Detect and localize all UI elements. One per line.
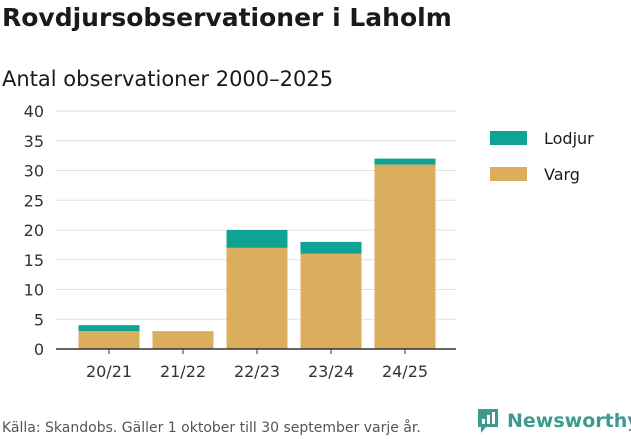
bar-varg-21-22 bbox=[152, 331, 214, 349]
x-tick-label: 22/23 bbox=[234, 362, 280, 381]
x-tick-label: 24/25 bbox=[382, 362, 428, 381]
x-tick-label: 21/22 bbox=[160, 362, 206, 381]
y-tick-label: 0 bbox=[34, 340, 44, 359]
x-tick-label: 23/24 bbox=[308, 362, 354, 381]
chart-subtitle: Antal observationer 2000–2025 bbox=[2, 67, 334, 91]
stacked-bar-chart: 0 5 10 15 20 25 30 35 40 20/21 21/22 22/23 23/24 24/… bbox=[24, 102, 595, 381]
bar-varg-24-25 bbox=[374, 164, 436, 349]
bar-varg-20-21 bbox=[78, 331, 140, 349]
bar-lodjur-24-25 bbox=[374, 158, 436, 165]
y-tick-label: 20 bbox=[24, 221, 44, 240]
brand-name: Newsworthy bbox=[507, 410, 631, 432]
bar-lodjur-22-23 bbox=[226, 230, 288, 248]
newsworthy-logo-icon bbox=[478, 409, 498, 433]
brand-logo: Newsworthy bbox=[476, 407, 631, 435]
bar-lodjur-23-24 bbox=[300, 241, 362, 254]
bar-lodjur-20-21 bbox=[78, 325, 140, 332]
bar-varg-23-24 bbox=[300, 253, 362, 349]
legend-label-lodjur: Lodjur bbox=[544, 129, 594, 148]
x-tick-label: 20/21 bbox=[86, 362, 132, 381]
y-tick-label: 15 bbox=[24, 251, 44, 270]
bar-varg-22-23 bbox=[226, 247, 288, 349]
legend-swatch-lodjur bbox=[490, 131, 527, 145]
legend-swatch-varg bbox=[490, 167, 527, 181]
source-note: Källa: Skandobs. Gäller 1 oktober till 3… bbox=[2, 420, 421, 436]
y-tick-label: 30 bbox=[24, 162, 44, 181]
y-tick-label: 35 bbox=[24, 132, 44, 151]
chart-title: Rovdjursobservationer i Laholm bbox=[2, 3, 452, 32]
y-tick-label: 5 bbox=[34, 310, 44, 329]
legend-label-varg: Varg bbox=[544, 165, 580, 184]
y-tick-label: 10 bbox=[24, 281, 44, 300]
y-tick-label: 25 bbox=[24, 191, 44, 210]
y-tick-label: 40 bbox=[24, 102, 44, 121]
